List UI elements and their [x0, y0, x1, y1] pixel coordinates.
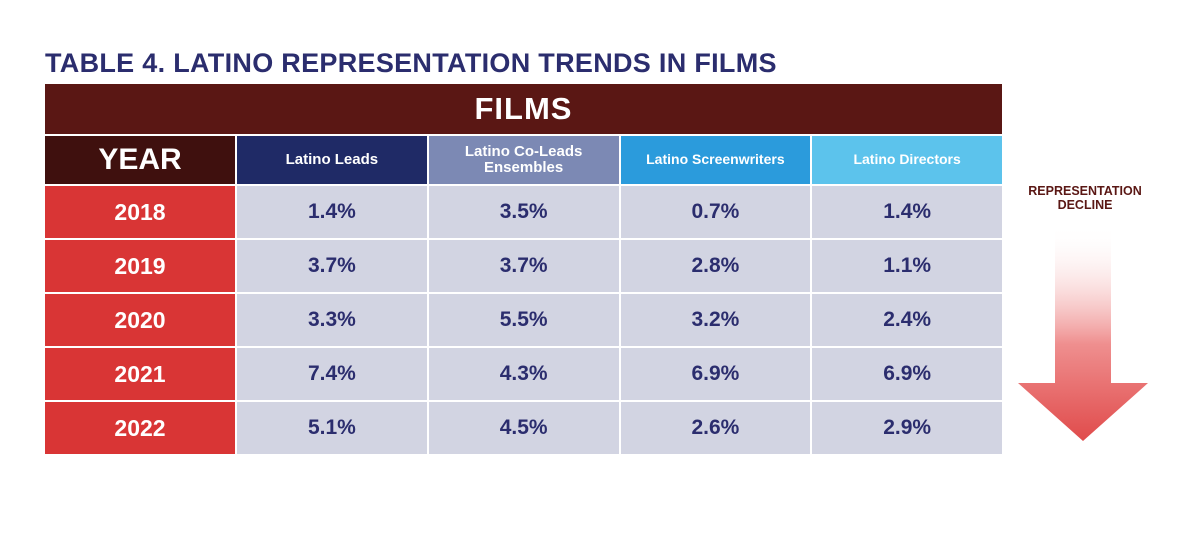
table-cell: 1.1%	[812, 240, 1002, 292]
year-column-header: YEAR	[45, 136, 235, 184]
table-cell: 3.2%	[620, 294, 811, 346]
table-cell: 1.4%	[812, 186, 1002, 238]
table-cell: 3.7%	[428, 240, 619, 292]
table-cell: 2.9%	[812, 402, 1002, 454]
representation-decline-label: REPRESENTATION DECLINE	[1028, 184, 1142, 213]
representation-table: FILMS YEAR Latino Leads Latino Co-Leads …	[45, 84, 1002, 454]
latino-leads-header: Latino Leads	[237, 136, 427, 184]
table-cell: 1.4%	[237, 186, 427, 238]
table-cell: 2.4%	[812, 294, 1002, 346]
table-cell: 5.5%	[428, 294, 619, 346]
table-cell: 4.5%	[428, 402, 619, 454]
table-cell: 2.8%	[620, 240, 811, 292]
year-cell: 2022	[45, 402, 235, 454]
table-title: TABLE 4. LATINO REPRESENTATION TRENDS IN…	[45, 48, 777, 78]
table-cell: 3.7%	[237, 240, 427, 292]
table-cell: 6.9%	[812, 348, 1002, 400]
table-cell: 7.4%	[237, 348, 427, 400]
year-cell: 2018	[45, 186, 235, 238]
films-banner: FILMS	[45, 84, 1002, 134]
table-cell: 6.9%	[620, 348, 811, 400]
year-cell: 2021	[45, 348, 235, 400]
table-cell: 2.6%	[620, 402, 811, 454]
latino-directors-header: Latino Directors	[812, 136, 1002, 184]
down-arrow-icon	[1018, 225, 1148, 441]
year-cell: 2020	[45, 294, 235, 346]
latino-screenwriters-header: Latino Screenwriters	[620, 136, 811, 184]
table-cell: 4.3%	[428, 348, 619, 400]
year-cell: 2019	[45, 240, 235, 292]
latino-co-leads-header: Latino Co-Leads Ensembles	[428, 136, 619, 184]
table-cell: 5.1%	[237, 402, 427, 454]
table-cell: 3.3%	[237, 294, 427, 346]
table-cell: 3.5%	[428, 186, 619, 238]
table-cell: 0.7%	[620, 186, 811, 238]
